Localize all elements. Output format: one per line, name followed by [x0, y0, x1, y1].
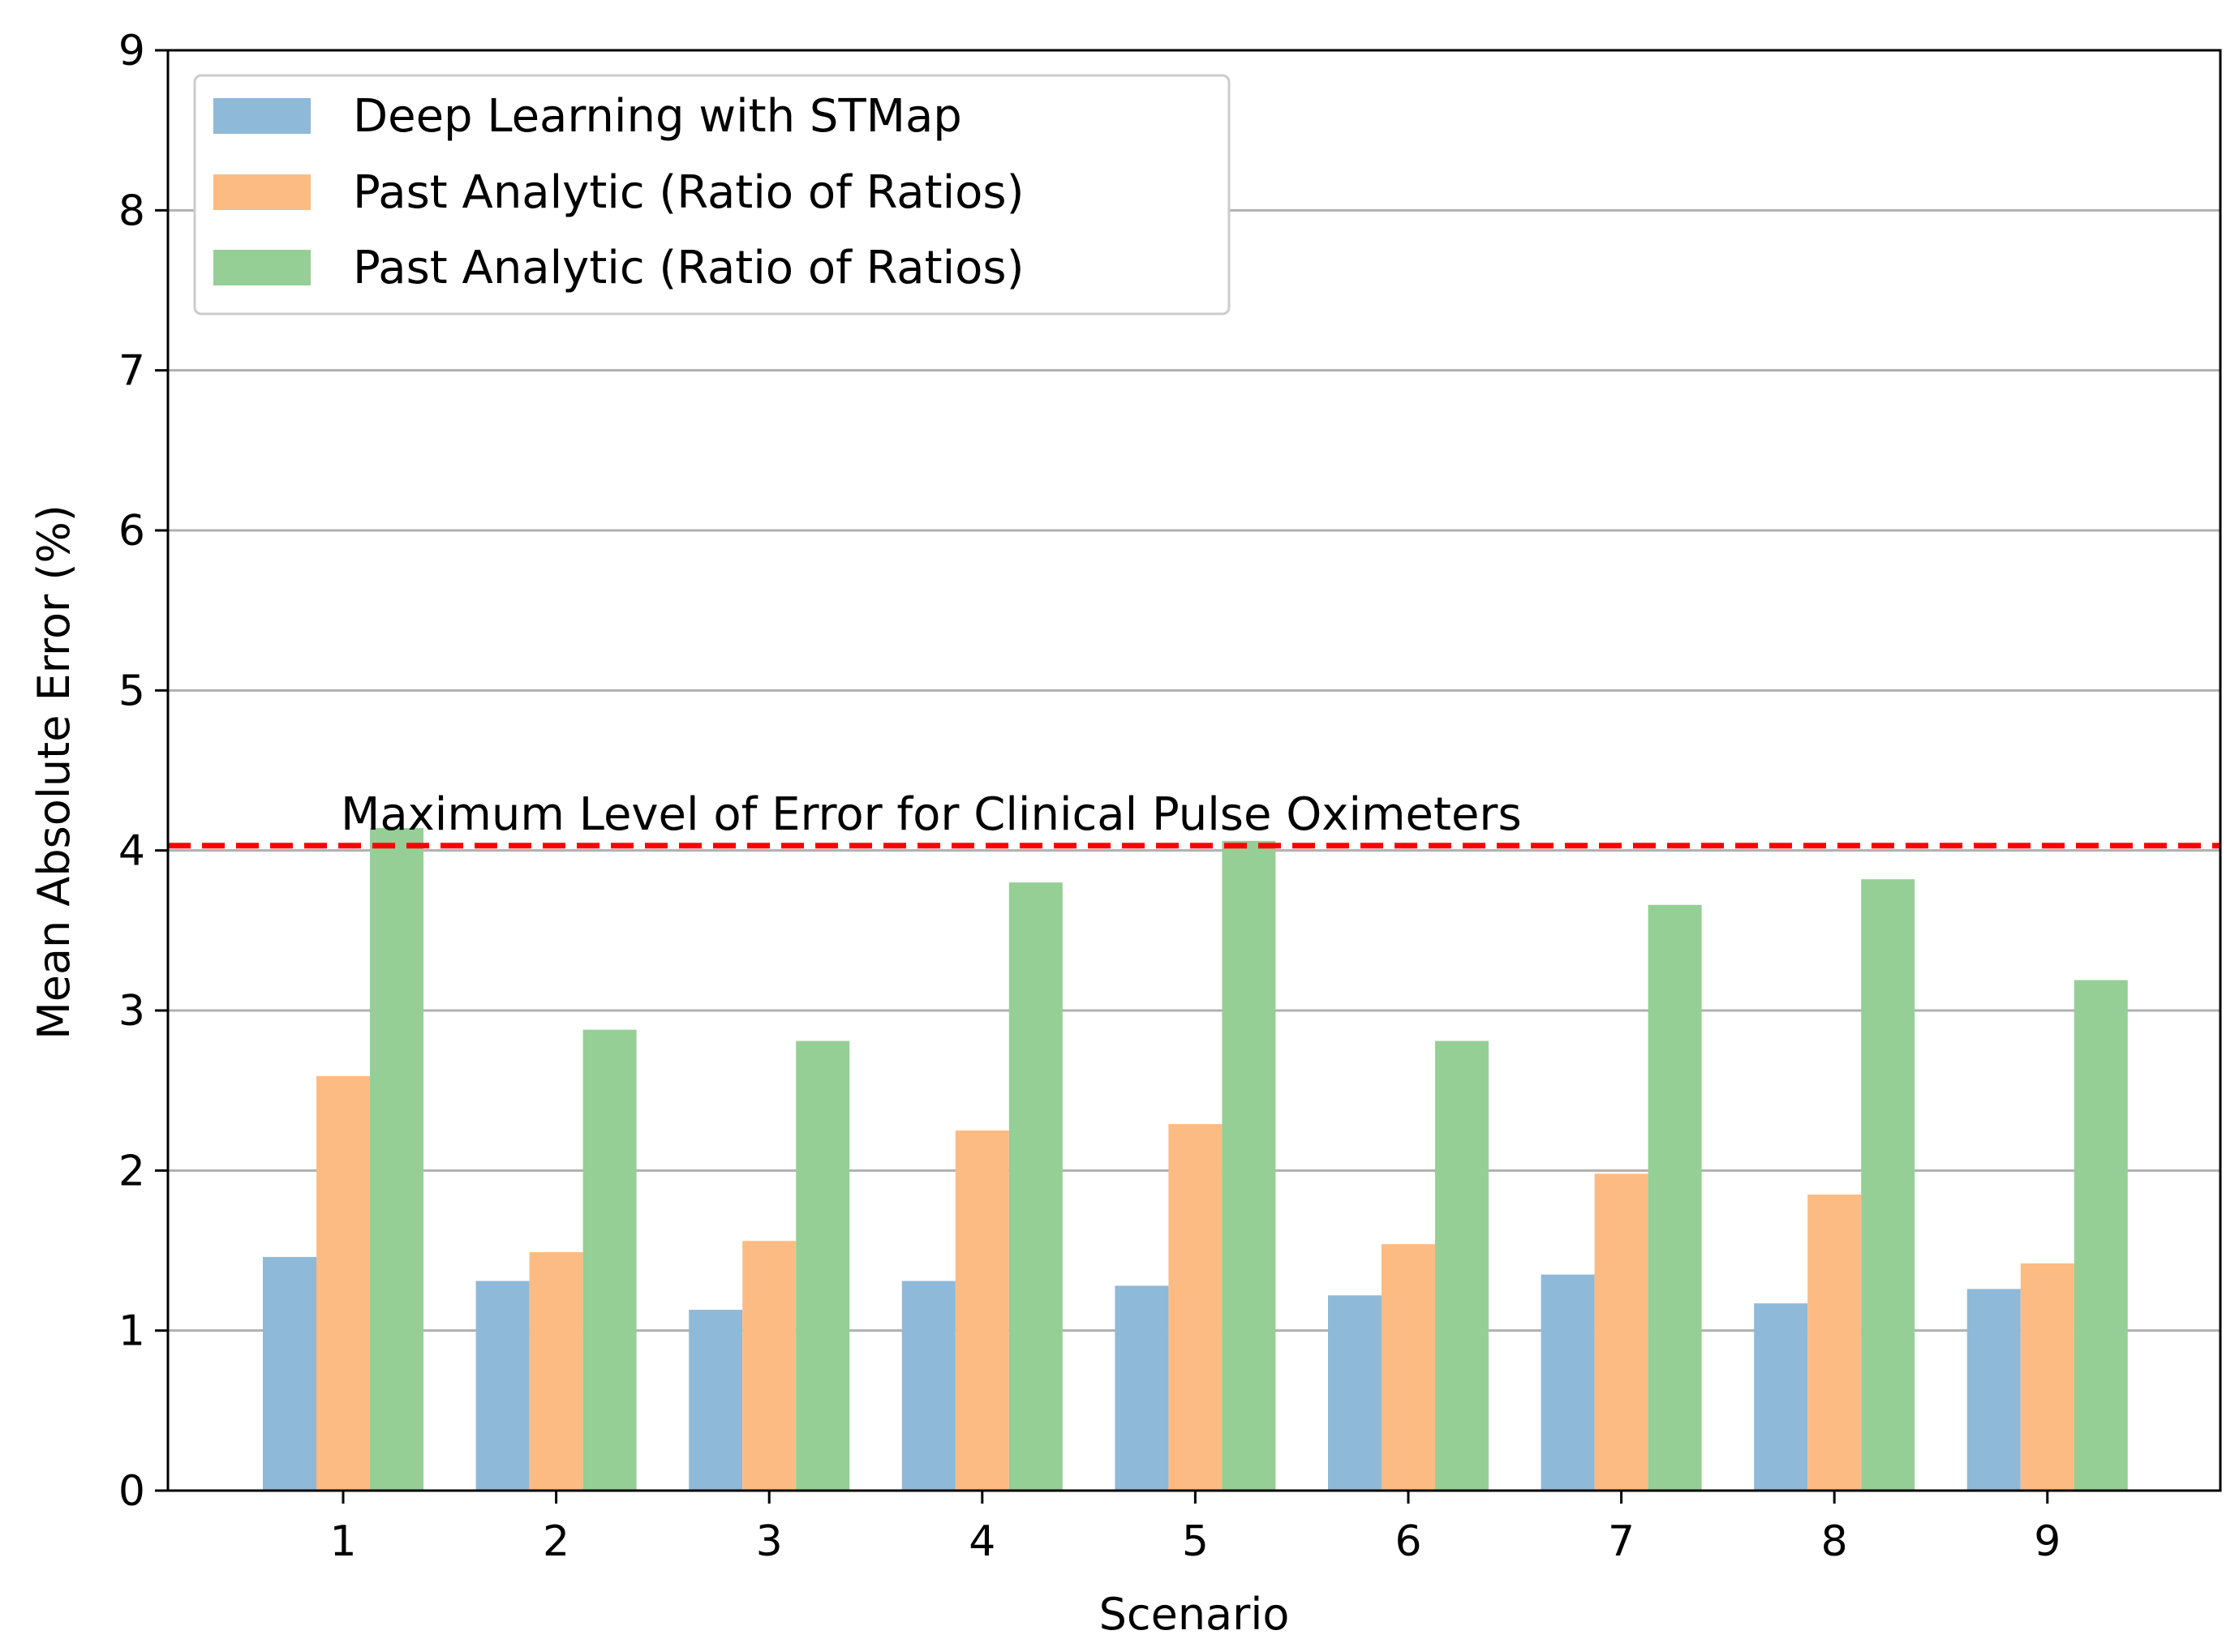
- legend-label-past-analytic-orange: Past Analytic (Ratio of Ratios): [353, 166, 1024, 219]
- bar-series3-scenario-1: [370, 828, 423, 1491]
- ticks: 0 1 2 3 4 5 6 7 8 9 1 2 3 4 5 6 7 8 9: [118, 27, 2061, 1566]
- y-tick-label-2: 2: [118, 1147, 145, 1195]
- x-tick-label-8: 8: [1821, 1517, 1848, 1566]
- bar-series2-scenario-6: [1382, 1244, 1435, 1491]
- bar-series2-scenario-2: [529, 1251, 583, 1491]
- bar-series2-scenario-1: [316, 1075, 370, 1491]
- bar-series1-scenario-2: [475, 1281, 530, 1491]
- bars: [263, 828, 2128, 1491]
- bar-series2-scenario-7: [1594, 1174, 1648, 1491]
- x-tick-label-9: 9: [2034, 1517, 2061, 1566]
- bar-series1-scenario-1: [263, 1256, 316, 1491]
- bar-series2-scenario-4: [955, 1131, 1009, 1491]
- x-tick-label-1: 1: [329, 1517, 356, 1566]
- y-tick-label-5: 5: [118, 667, 145, 715]
- bar-series2-scenario-9: [2020, 1263, 2074, 1491]
- bar-series3-scenario-8: [1861, 879, 1915, 1491]
- x-axis-title: Scenario: [1099, 1589, 1290, 1640]
- legend-frame: [193, 74, 1231, 315]
- bar-series3-scenario-4: [1008, 882, 1063, 1491]
- bar-series1-scenario-4: [901, 1281, 956, 1491]
- x-tick-label-2: 2: [543, 1517, 569, 1566]
- legend-swatch-past-analytic-green: [213, 250, 311, 285]
- x-tick-label-3: 3: [756, 1517, 783, 1566]
- x-tick-label-6: 6: [1395, 1517, 1421, 1566]
- reference-line-group: Maximum Level of Error for Clinical Puls…: [168, 788, 2220, 849]
- legend-swatch-past-analytic-orange: [213, 174, 311, 210]
- bar-series1-scenario-6: [1328, 1295, 1382, 1491]
- bar-series1-scenario-9: [1966, 1289, 2021, 1491]
- bar-series1-scenario-7: [1541, 1274, 1595, 1491]
- y-tick-label-8: 8: [118, 187, 145, 235]
- y-tick-label-4: 4: [118, 827, 145, 876]
- bar-series3-scenario-6: [1435, 1041, 1489, 1491]
- bar-series3-scenario-2: [582, 1029, 637, 1491]
- bar-series3-scenario-3: [796, 1041, 850, 1491]
- bar-series3-scenario-9: [2074, 980, 2128, 1491]
- y-tick-label-0: 0: [118, 1467, 145, 1516]
- x-tick-label-7: 7: [1608, 1517, 1635, 1566]
- bar-series3-scenario-5: [1222, 840, 1276, 1491]
- bar-series2-scenario-3: [742, 1241, 797, 1491]
- y-tick-label-9: 9: [118, 27, 145, 75]
- bar-series1-scenario-3: [689, 1310, 743, 1491]
- reference-line-label: Maximum Level of Error for Clinical Puls…: [341, 788, 1522, 841]
- legend: Deep Learning with STMap Past Analytic (…: [193, 74, 1231, 315]
- x-tick-label-4: 4: [969, 1517, 995, 1566]
- y-tick-label-7: 7: [118, 347, 145, 396]
- legend-label-deep-learning: Deep Learning with STMap: [353, 90, 962, 143]
- bar-series3-scenario-7: [1648, 904, 1702, 1491]
- y-tick-label-3: 3: [118, 987, 145, 1036]
- bar-series1-scenario-5: [1115, 1285, 1169, 1491]
- bar-series1-scenario-8: [1754, 1303, 1808, 1491]
- legend-label-past-analytic-green: Past Analytic (Ratio of Ratios): [353, 242, 1024, 294]
- bar-series2-scenario-8: [1807, 1194, 1862, 1491]
- y-tick-label-6: 6: [118, 507, 145, 556]
- y-axis-title: Mean Absolute Error (%): [28, 504, 80, 1040]
- bar-series2-scenario-5: [1168, 1124, 1223, 1491]
- x-tick-label-5: 5: [1182, 1517, 1209, 1566]
- y-tick-label-1: 1: [118, 1307, 145, 1356]
- legend-swatch-deep-learning: [213, 98, 311, 134]
